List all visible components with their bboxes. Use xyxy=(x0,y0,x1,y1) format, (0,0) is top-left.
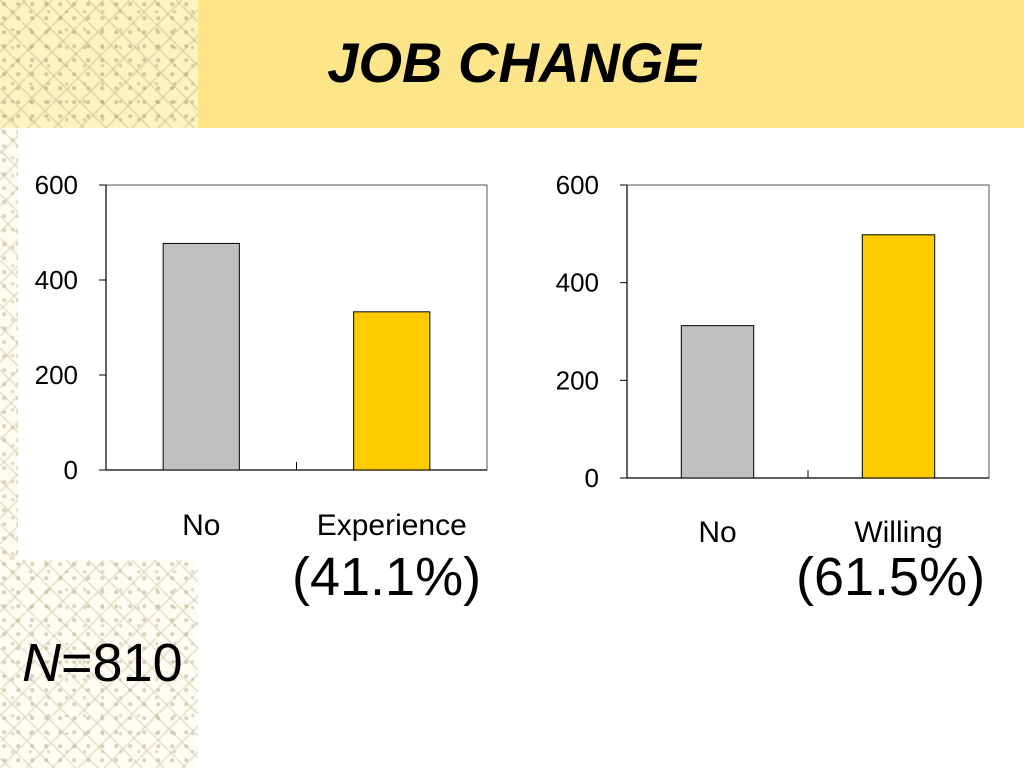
chart-willing-ytick-label: 400 xyxy=(556,268,599,298)
chart-experience-ytick-label: 0 xyxy=(64,455,78,485)
slide-title: JOB CHANGE xyxy=(327,31,701,94)
chart-willing-bar-no xyxy=(680,325,755,479)
chart-experience-ytick-label: 400 xyxy=(35,265,78,295)
chart-willing-category-label: No xyxy=(698,516,736,549)
chart-experience-category-label: No xyxy=(182,509,220,542)
chart-experience-bar-no xyxy=(162,242,240,471)
chart-willing-ytick-label: 0 xyxy=(585,463,599,493)
chart-experience-ytick-label: 200 xyxy=(35,360,78,390)
chart-experience-category-label: Experience xyxy=(317,509,467,542)
chart-willing-category-label: Willing xyxy=(854,516,942,549)
sample-size-var: N xyxy=(22,633,61,693)
decorative-pattern-left xyxy=(0,128,18,560)
chart-willing-annotation: (61.5%) xyxy=(796,547,986,607)
chart-willing-ytick-label: 200 xyxy=(556,365,599,395)
chart-willing-ytick-label: 600 xyxy=(556,170,599,200)
decorative-pattern-bottom xyxy=(0,560,198,768)
chart-experience-ytick-label: 600 xyxy=(35,170,78,200)
sample-size: N=810 xyxy=(22,632,183,694)
decorative-pattern-top xyxy=(0,0,198,128)
chart-experience-bar-experience xyxy=(353,311,431,471)
chart-willing-bar-willing xyxy=(861,234,936,479)
chart-experience-annotation: (41.1%) xyxy=(292,547,482,607)
sample-size-value: =810 xyxy=(61,633,183,693)
